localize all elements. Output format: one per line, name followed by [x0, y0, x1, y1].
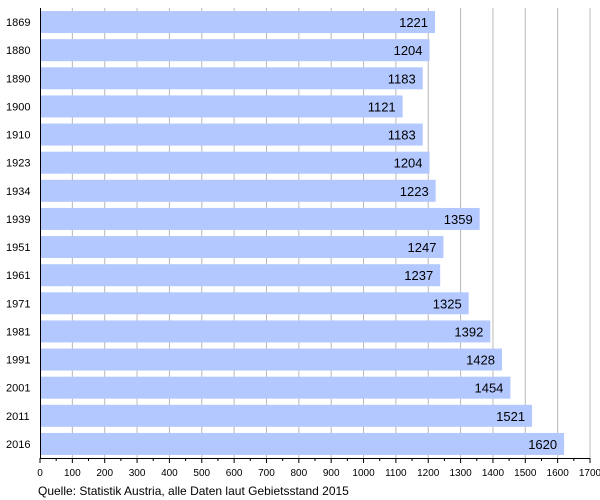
value-label: 1247	[408, 240, 437, 255]
bar-1961	[40, 264, 441, 287]
value-label: 1223	[400, 184, 429, 199]
x-tick-label: 600	[226, 468, 243, 479]
bar-1939	[40, 207, 480, 230]
x-tick-label: 100	[64, 468, 81, 479]
category-label: 2016	[6, 439, 30, 451]
x-tick-label: 300	[129, 468, 146, 479]
source-note: Quelle: Statistik Austria, alle Daten la…	[38, 484, 349, 498]
value-labels: 1221 1204 1183 1121 1183 1204 1223 1359 1247 1237…	[368, 15, 557, 452]
x-tick-label: 200	[96, 468, 113, 479]
value-label: 1204	[394, 156, 423, 171]
x-tick-label: 1300	[449, 468, 472, 479]
bar-2016	[40, 432, 565, 455]
category-label: 1991	[6, 355, 30, 367]
bar-1880	[40, 39, 430, 62]
bar-1900	[40, 95, 403, 118]
category-label: 2001	[6, 383, 30, 395]
x-tick-label: 500	[193, 468, 210, 479]
category-label: 1869	[6, 17, 30, 29]
bar-1981	[40, 320, 491, 343]
value-label: 1521	[496, 409, 525, 424]
x-axis: 0 100 200 300 400 500 600 700 800 900 1000 1100 1200…	[37, 8, 600, 479]
x-tick-label: 1700	[579, 468, 600, 479]
bar-1890	[40, 67, 423, 90]
x-tick-label: 800	[290, 468, 307, 479]
x-tick-label: 1100	[385, 468, 407, 479]
x-tick-label: 900	[323, 468, 340, 479]
bar-1991	[40, 348, 502, 371]
category-label: 1880	[6, 45, 30, 57]
x-tick-label: 1400	[482, 468, 505, 479]
category-labels: 1869 1880 1890 1900 1910 1923 1934 1939 1951 1961…	[6, 17, 30, 451]
bar-1910	[40, 123, 423, 146]
x-tick-label: 700	[258, 468, 275, 479]
value-label: 1428	[466, 353, 495, 368]
x-tick-label: 1500	[514, 468, 537, 479]
value-label: 1620	[528, 437, 557, 452]
value-label: 1359	[444, 212, 473, 227]
category-label: 1890	[6, 73, 30, 85]
x-tick-label: 1200	[417, 468, 440, 479]
value-label: 1454	[474, 381, 503, 396]
category-label: 1900	[6, 101, 30, 113]
value-label: 1121	[368, 99, 396, 114]
bar-1951	[40, 236, 444, 259]
x-tick-label: 400	[161, 468, 178, 479]
category-label: 1939	[6, 214, 30, 226]
x-tick-label: 1600	[547, 468, 570, 479]
bar-2001	[40, 376, 511, 399]
value-label: 1392	[454, 324, 483, 339]
category-label: 2011	[6, 411, 30, 423]
bar-1934	[40, 179, 436, 202]
value-label: 1237	[404, 268, 433, 283]
bar-1971	[40, 292, 469, 315]
category-label: 1981	[6, 326, 30, 338]
bars	[40, 11, 565, 455]
category-label: 1961	[6, 270, 30, 282]
category-label: 1923	[6, 158, 30, 170]
value-label: 1221	[399, 15, 428, 30]
bar-1923	[40, 151, 430, 174]
value-label: 1325	[433, 296, 462, 311]
category-label: 1934	[6, 186, 30, 198]
value-label: 1183	[388, 128, 416, 143]
value-label: 1183	[388, 71, 416, 86]
bar-1869	[40, 11, 436, 34]
x-tick-label: 0	[37, 468, 43, 479]
category-label: 1951	[6, 242, 30, 254]
category-label: 1971	[6, 298, 30, 310]
value-label: 1204	[394, 43, 423, 58]
x-tick-label: 1000	[352, 468, 375, 479]
bar-2011	[40, 404, 533, 427]
category-label: 1910	[6, 130, 30, 142]
